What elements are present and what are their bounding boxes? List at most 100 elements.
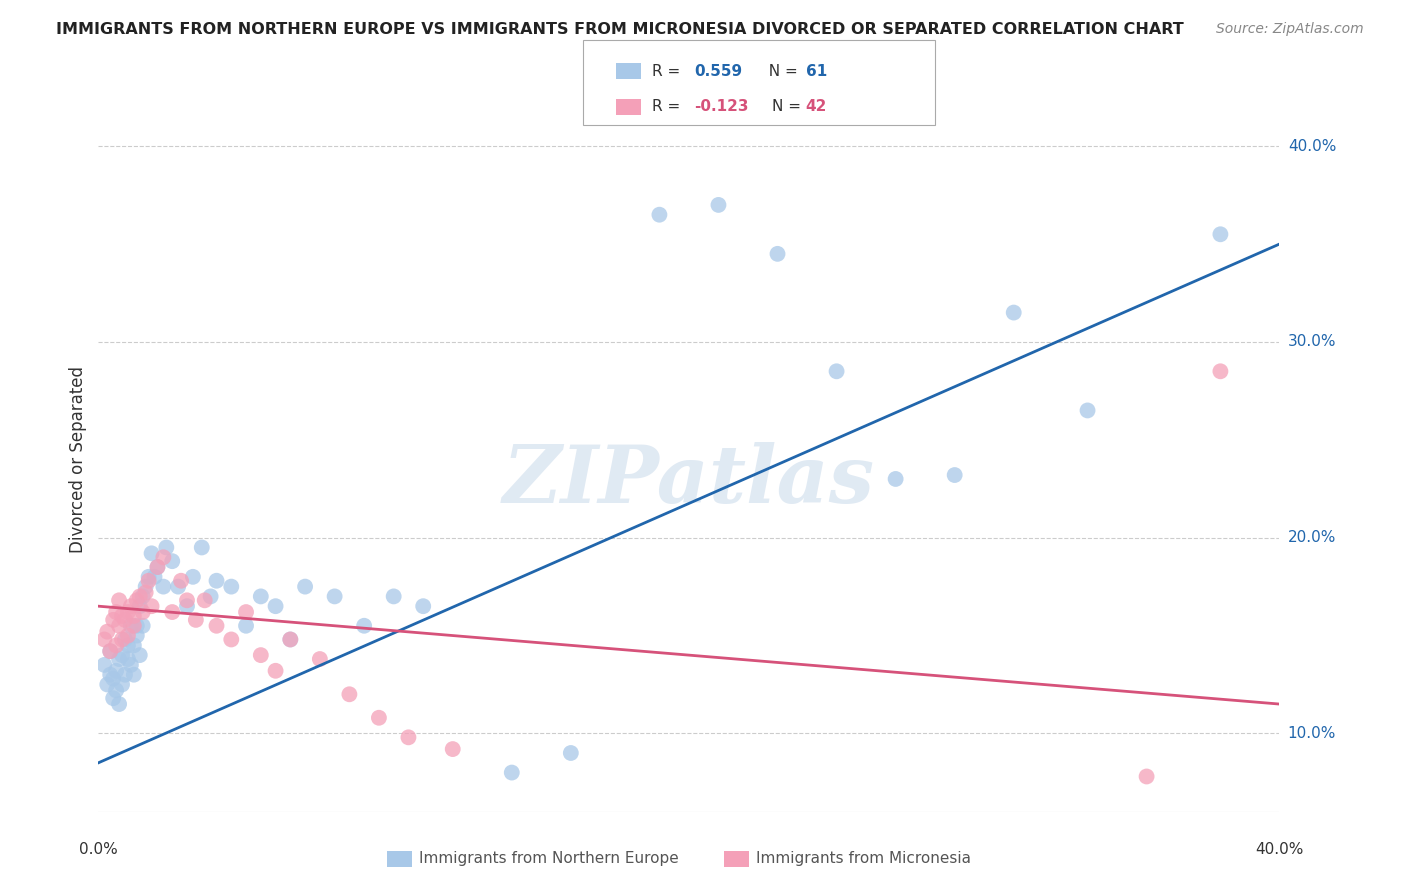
Point xyxy=(114,613,136,627)
Point xyxy=(501,765,523,780)
Point xyxy=(120,599,142,614)
Point xyxy=(111,648,134,662)
Point xyxy=(103,613,125,627)
Point xyxy=(122,609,145,624)
Point xyxy=(382,590,405,604)
Point xyxy=(200,590,222,604)
Text: -0.123: -0.123 xyxy=(695,99,749,114)
Text: 0.559: 0.559 xyxy=(695,63,742,78)
Point xyxy=(135,585,157,599)
Text: 40.0%: 40.0% xyxy=(1256,842,1303,857)
Point xyxy=(176,593,198,607)
Point xyxy=(1002,305,1025,319)
Point xyxy=(98,644,121,658)
Point xyxy=(152,580,174,594)
Text: ZIPatlas: ZIPatlas xyxy=(503,442,875,519)
Point xyxy=(125,619,148,633)
Text: R =: R = xyxy=(652,63,686,78)
Point xyxy=(181,570,204,584)
Point xyxy=(264,664,287,678)
Point xyxy=(132,605,155,619)
Point xyxy=(194,593,217,607)
Point xyxy=(105,605,128,619)
Y-axis label: Divorced or Separated: Divorced or Separated xyxy=(69,366,87,553)
Point xyxy=(108,697,131,711)
Point xyxy=(108,593,131,607)
Point xyxy=(766,247,789,261)
Point xyxy=(176,599,198,614)
Point xyxy=(250,648,273,662)
Point xyxy=(120,619,142,633)
Point xyxy=(323,590,346,604)
Point xyxy=(280,632,302,647)
Point xyxy=(138,570,160,584)
Point xyxy=(93,632,115,647)
Point xyxy=(105,664,128,678)
Point xyxy=(93,657,115,672)
Text: 20.0%: 20.0% xyxy=(1288,530,1336,545)
Point xyxy=(398,731,420,745)
Text: Immigrants from Micronesia: Immigrants from Micronesia xyxy=(756,851,972,865)
Point xyxy=(368,711,391,725)
Point xyxy=(117,652,139,666)
Point xyxy=(143,570,166,584)
Point xyxy=(943,468,966,483)
Point xyxy=(132,619,155,633)
Point xyxy=(125,628,148,642)
Point xyxy=(108,652,131,666)
Point xyxy=(162,605,183,619)
Point xyxy=(309,652,332,666)
Text: 42: 42 xyxy=(806,99,827,114)
Text: Source: ZipAtlas.com: Source: ZipAtlas.com xyxy=(1216,22,1364,37)
Point xyxy=(162,554,183,568)
Point xyxy=(235,619,257,633)
Point xyxy=(884,472,907,486)
Text: 30.0%: 30.0% xyxy=(1288,334,1336,350)
Point xyxy=(111,632,134,647)
Point xyxy=(221,632,243,647)
Point xyxy=(103,691,125,706)
Point xyxy=(114,667,136,681)
Point xyxy=(205,574,228,588)
Text: IMMIGRANTS FROM NORTHERN EUROPE VS IMMIGRANTS FROM MICRONESIA DIVORCED OR SEPARA: IMMIGRANTS FROM NORTHERN EUROPE VS IMMIG… xyxy=(56,22,1184,37)
Point xyxy=(170,574,193,588)
Point xyxy=(191,541,214,555)
Point xyxy=(108,619,131,633)
Point xyxy=(152,550,174,565)
Point xyxy=(117,628,139,642)
Text: R =: R = xyxy=(652,99,686,114)
Point xyxy=(132,590,155,604)
Point xyxy=(120,657,142,672)
Point xyxy=(98,644,121,658)
Point xyxy=(441,742,464,756)
Point xyxy=(205,619,228,633)
Point xyxy=(250,590,273,604)
Text: N =: N = xyxy=(759,63,803,78)
Point xyxy=(280,632,302,647)
Point xyxy=(1209,227,1232,242)
Point xyxy=(141,546,163,560)
Point xyxy=(184,613,207,627)
Point xyxy=(105,638,128,652)
Point xyxy=(96,624,118,639)
Text: N =: N = xyxy=(772,99,806,114)
Text: 61: 61 xyxy=(806,63,827,78)
Point xyxy=(122,667,145,681)
Point xyxy=(339,687,361,701)
Point xyxy=(146,560,169,574)
Point xyxy=(122,619,145,633)
Point xyxy=(125,593,148,607)
Point xyxy=(111,609,134,624)
Point xyxy=(825,364,848,378)
Point xyxy=(1209,364,1232,378)
Point xyxy=(114,632,136,647)
Point xyxy=(560,746,582,760)
Point xyxy=(1136,769,1159,784)
Point xyxy=(117,605,139,619)
Point xyxy=(128,590,150,604)
Point xyxy=(128,599,150,614)
Point xyxy=(155,541,177,555)
Point xyxy=(264,599,287,614)
Point xyxy=(105,683,128,698)
Point xyxy=(111,677,134,691)
